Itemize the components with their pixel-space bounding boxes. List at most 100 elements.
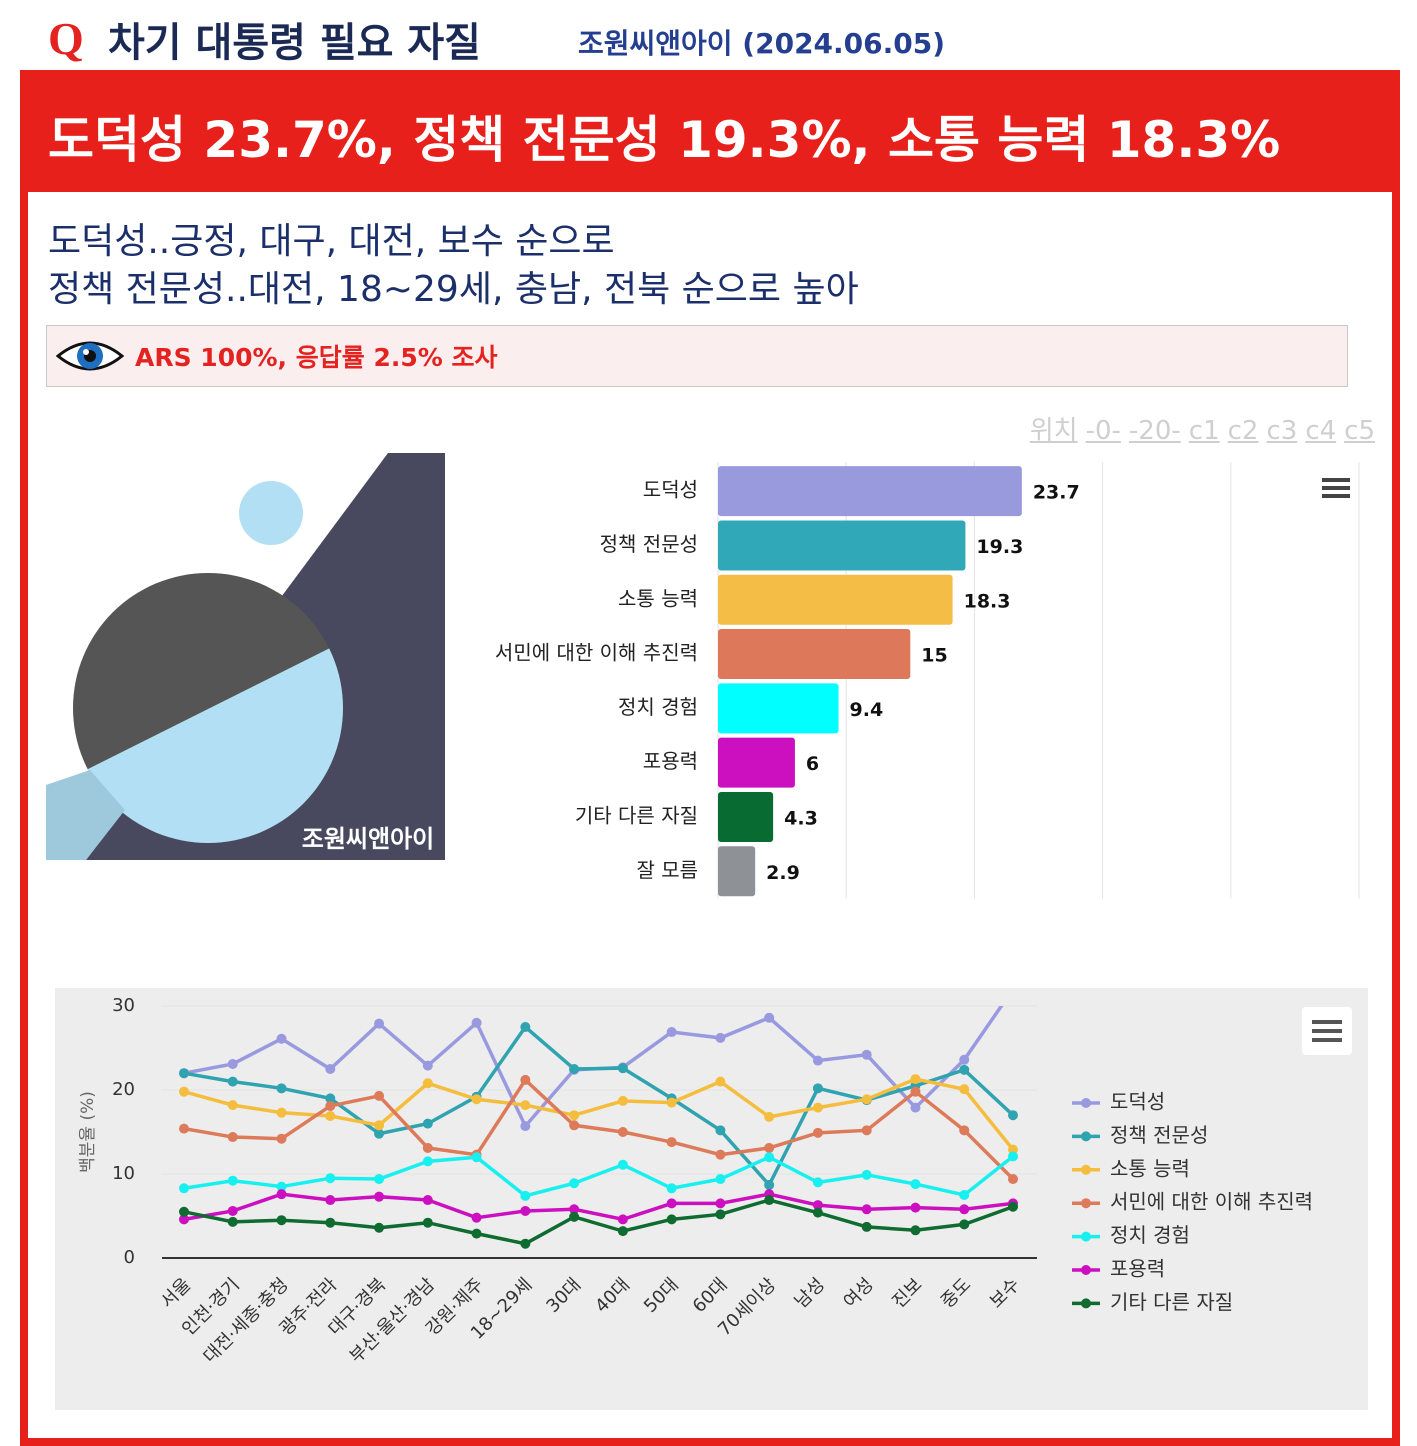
legend-label[interactable]: 정치 경험 bbox=[1110, 1223, 1190, 1247]
notice-text: ARS 100%, 응답률 2.5% 조사 bbox=[135, 343, 498, 372]
point bbox=[179, 1206, 189, 1217]
x-tick-label: 50 bbox=[1349, 929, 1368, 947]
nav-link[interactable]: c3 bbox=[1266, 416, 1298, 446]
legend-label[interactable]: 서민에 대한 이해 추진력 bbox=[1110, 1190, 1313, 1214]
legend-marker bbox=[1081, 1098, 1091, 1108]
point bbox=[179, 1068, 189, 1079]
point bbox=[1008, 1110, 1018, 1121]
point bbox=[422, 1118, 433, 1129]
x-tick-label: 0 bbox=[713, 929, 723, 947]
point bbox=[227, 1205, 238, 1216]
point bbox=[861, 1169, 872, 1180]
illustration: 조원씨앤아이 bbox=[46, 453, 445, 860]
charts: 조원씨앤아이 0 10 20 30 40 50 도덕성 23.7 정책 전문성 19.3 소통 능력… bbox=[46, 453, 1368, 1410]
point bbox=[764, 1195, 775, 1206]
y-tick-label: 30 bbox=[112, 995, 135, 1016]
nav-link[interactable]: 위치 bbox=[1029, 416, 1078, 446]
point bbox=[617, 1159, 628, 1170]
legend-marker bbox=[1081, 1231, 1091, 1242]
point bbox=[617, 1214, 628, 1225]
point bbox=[569, 1178, 580, 1189]
point bbox=[715, 1209, 726, 1220]
q-mark: Q bbox=[48, 13, 84, 64]
y-tick-label: 정치 경험 bbox=[618, 695, 698, 719]
legend-label[interactable]: 정책 전문성 bbox=[1110, 1123, 1208, 1147]
x-tick-label: 10 bbox=[837, 929, 856, 947]
point bbox=[276, 1189, 287, 1200]
legend-label[interactable]: 도덕성 bbox=[1110, 1090, 1165, 1114]
point bbox=[617, 1095, 628, 1106]
legend-label[interactable]: 포용력 bbox=[1110, 1257, 1165, 1281]
series-line bbox=[183, 1198, 1014, 1246]
legend-marker bbox=[1081, 1131, 1091, 1142]
menu-icon[interactable] bbox=[1322, 478, 1350, 498]
legend-label[interactable]: 기타 다른 자질 bbox=[1110, 1290, 1233, 1314]
nav-link[interactable]: c2 bbox=[1227, 416, 1259, 446]
series-line bbox=[183, 1154, 1015, 1198]
point bbox=[764, 1152, 775, 1163]
point bbox=[569, 1064, 580, 1074]
point bbox=[715, 1174, 726, 1185]
point bbox=[861, 1221, 872, 1232]
point bbox=[374, 1090, 385, 1101]
point bbox=[227, 1058, 238, 1069]
point bbox=[520, 1205, 531, 1216]
point bbox=[715, 1125, 726, 1136]
data-label: 15 bbox=[921, 645, 947, 667]
y-tick-label: 0 bbox=[124, 1247, 135, 1268]
title: 차기 대통령 필요 자질 bbox=[108, 20, 481, 66]
nav-link[interactable]: -20- bbox=[1128, 416, 1181, 446]
x-tick-label: 20 bbox=[965, 929, 984, 947]
legend-marker bbox=[1081, 1164, 1091, 1175]
point bbox=[861, 1125, 872, 1136]
point bbox=[812, 1200, 823, 1211]
menu-icon[interactable] bbox=[1302, 1007, 1352, 1055]
legend-marker bbox=[1081, 1298, 1091, 1309]
point bbox=[715, 1149, 726, 1160]
legend-label[interactable]: 소통 능력 bbox=[1110, 1156, 1190, 1180]
series-line bbox=[183, 1077, 1015, 1181]
point bbox=[374, 1191, 385, 1202]
point bbox=[325, 1100, 336, 1111]
point bbox=[179, 1214, 189, 1225]
headline: 도덕성 23.7%, 정책 전문성 19.3%, 소통 능력 18.3% bbox=[48, 111, 1281, 169]
point bbox=[1008, 1174, 1018, 1185]
bar bbox=[718, 683, 839, 734]
point bbox=[227, 1100, 238, 1111]
bar bbox=[718, 466, 1022, 517]
nav-link[interactable]: -0- bbox=[1085, 416, 1121, 446]
point bbox=[325, 1173, 336, 1184]
nav-link[interactable]: c1 bbox=[1188, 416, 1220, 446]
point bbox=[325, 1093, 336, 1104]
point bbox=[812, 1177, 823, 1188]
y-tick-label: 기타 다른 자질 bbox=[575, 803, 698, 827]
point bbox=[520, 1121, 531, 1132]
point bbox=[520, 1074, 531, 1085]
nav-link[interactable]: c4 bbox=[1305, 416, 1337, 446]
point bbox=[666, 1214, 677, 1225]
nav-link[interactable]: c5 bbox=[1344, 416, 1375, 446]
point bbox=[569, 1204, 580, 1215]
point bbox=[374, 1120, 385, 1131]
point bbox=[276, 1181, 287, 1192]
y-tick-label: 도덕성 bbox=[643, 478, 698, 502]
y-tick-label: 서민에 대한 이해 추진력 bbox=[495, 641, 698, 665]
y-tick-label: 포용력 bbox=[643, 749, 698, 773]
point bbox=[861, 1049, 872, 1060]
point bbox=[812, 1102, 823, 1113]
point bbox=[959, 1084, 970, 1095]
point bbox=[764, 1179, 775, 1190]
point bbox=[910, 1102, 921, 1113]
y-tick-label: 10 bbox=[112, 1163, 135, 1184]
point bbox=[325, 1195, 336, 1206]
subhead: 정책 전문성..대전, 18~29세, 충남, 전북 순으로 높아 bbox=[48, 269, 859, 310]
point bbox=[227, 1175, 238, 1186]
point bbox=[227, 1076, 238, 1087]
point bbox=[910, 1225, 921, 1236]
point bbox=[276, 1215, 287, 1226]
point bbox=[227, 1216, 238, 1227]
legend-marker bbox=[1081, 1198, 1091, 1209]
legend-marker bbox=[1081, 1265, 1091, 1275]
headline-band bbox=[20, 70, 1400, 192]
page: {"header": {"q": "Q", "title": "차기 대통령 필… bbox=[20, 13, 1400, 1446]
